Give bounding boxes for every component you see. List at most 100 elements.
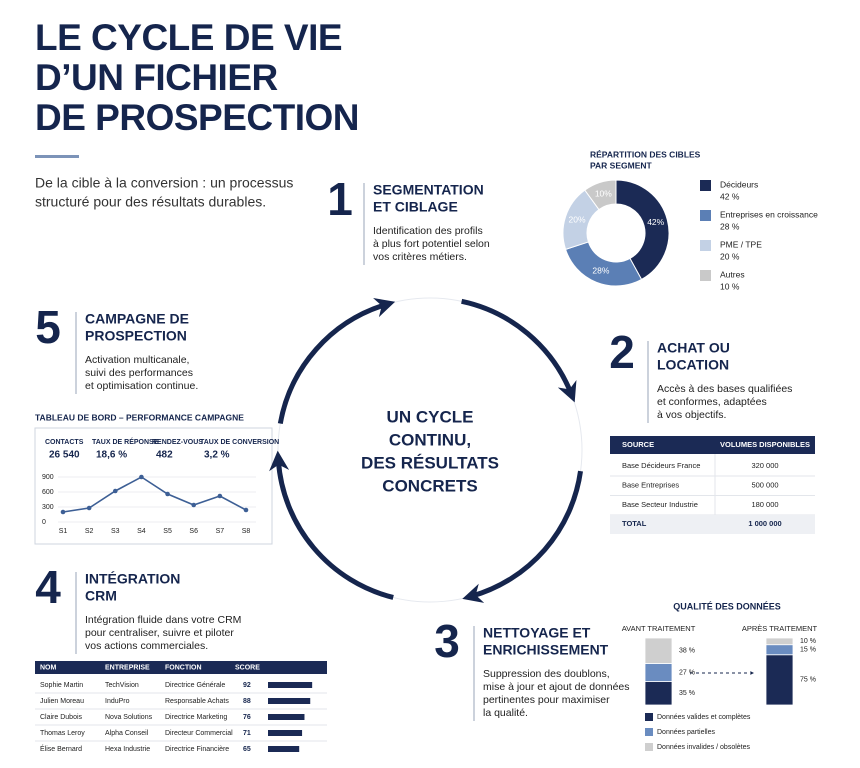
volume-header [610,436,815,454]
volume-cell: 500 000 [751,480,778,489]
x-tick-label: S2 [85,528,94,535]
line-point [217,493,223,499]
table-cell: Directrice Marketing [165,714,227,721]
quality-segment [765,644,794,656]
title-line: DE PROSPECTION [35,97,359,138]
table-cell: Sophie Martin [40,682,83,689]
table-cell: Julien Moreau [40,698,84,705]
step-title: LOCATION [657,357,729,373]
step-text: pour centraliser, suivre et piloter [85,627,234,639]
legend-label: Données invalides / obsolètes [657,744,751,751]
score-bar [268,730,303,736]
category-label: AVANT TRAITEMENT [622,624,696,633]
quality-value: 35 % [679,690,695,697]
step-text: vos actions commerciales. [85,640,208,652]
step-title: CRM [85,588,117,604]
center-line: DES RÉSULTATS [361,453,499,472]
legend-value: 42 % [720,191,740,201]
dashboard-box [34,427,273,545]
step-text: la qualité. [483,707,528,719]
x-tick-label: S3 [111,528,120,535]
cycle-arrow [462,470,583,603]
legend-label: Décideurs [720,179,758,189]
subtitle-line: structuré pour des résultats durables. [35,194,266,210]
table-header-cell: ENTREPRISE [105,664,150,671]
table-cell: Claire Dubois [40,714,83,721]
legend-value: 20 % [720,251,740,261]
quality-segment [765,654,794,706]
step-text: Identification des profils [373,225,483,237]
title-line: D’UN FICHIER [35,57,278,98]
step-title: INTÉGRATION [85,571,180,587]
line-point [243,507,249,513]
volume-header-cell: SOURCE [622,440,654,449]
legend-label: Données partielles [657,729,715,736]
score-bar [268,698,311,704]
legend-value: 10 % [720,281,740,291]
step-text: Suppression des doublons, [483,668,610,680]
quality-value: 75 % [800,677,816,684]
step-text: et conformes, adaptées [657,396,767,408]
line-point [191,502,197,508]
y-tick-label: 600 [42,489,54,496]
kpi-value: 26 540 [49,450,80,461]
step-text: pertinentes pour maximiser [483,694,610,706]
step-text: suivi des performances [85,367,193,379]
volume-cell: 320 000 [751,461,778,470]
kpi-label: TAUX DE RÉPONSE [92,437,159,446]
line-series [62,476,247,513]
table-cell: InduPro [105,698,130,705]
table-cell: Élise Bernard [40,744,82,753]
legend-swatch [700,180,711,191]
step-title: ACHAT OU [657,340,730,356]
legend-label: Entreprises en croissance [720,209,818,219]
donut-label: 20% [568,215,585,225]
kpi-label: CONTACTS [45,439,84,446]
score-value: 88 [243,698,251,705]
score-value: 92 [243,682,251,689]
legend-value: 28 % [720,221,740,231]
line-point [112,488,118,494]
table-cell: Thomas Leroy [40,730,85,737]
quality-value: 38 % [679,648,695,655]
donut-title: PAR SEGMENT [590,160,653,170]
dashboard-title: TABLEAU DE BORD – PERFORMANCE CAMPAGNE [35,412,244,422]
subtitle-line: De la cible à la conversion : un process… [35,175,293,191]
legend-swatch [700,240,711,251]
volume-cell: Base Secteur Industrie [622,500,698,509]
score-value: 65 [243,746,251,753]
quality-value: 15 % [800,647,816,654]
donut-slice [584,179,617,211]
step-title: PROSPECTION [85,328,187,344]
score-bar [268,682,313,688]
y-tick-label: 300 [42,504,54,511]
x-tick-label: S7 [216,528,225,535]
donut-slice [615,179,670,281]
table-cell: Directrice Générale [165,682,225,689]
volume-cell: 180 000 [751,500,778,509]
quality-segment [765,637,794,646]
kpi-value: 3,2 % [204,450,230,461]
kpi-label: RENDEZ-VOUS [152,439,203,446]
table-cell: Directeur Commercial [165,730,233,737]
donut-label: 42% [647,217,664,227]
step-text: à plus fort potentiel selon [373,238,490,250]
cycle-ring [277,297,583,603]
y-tick-label: 0 [42,519,46,526]
donut-title: RÉPARTITION DES CIBLES [590,149,701,159]
category-label: APRÈS TRAITEMENT [742,624,818,633]
center-line: UN CYCLE [387,407,474,426]
donut-label: 28% [592,265,609,275]
kpi-value: 18,6 % [96,450,127,461]
legend-swatch [700,270,711,281]
legend-swatch [700,210,711,221]
step-number: 4 [35,561,61,613]
table-header-cell: SCORE [235,664,260,671]
step-text: Activation multicanale, [85,354,189,366]
step-text: vos critères métiers. [373,251,467,263]
table-header-cell: NOM [40,664,57,671]
step-title: ENRICHISSEMENT [483,642,609,658]
volume-cell: Base Entreprises [622,480,679,489]
